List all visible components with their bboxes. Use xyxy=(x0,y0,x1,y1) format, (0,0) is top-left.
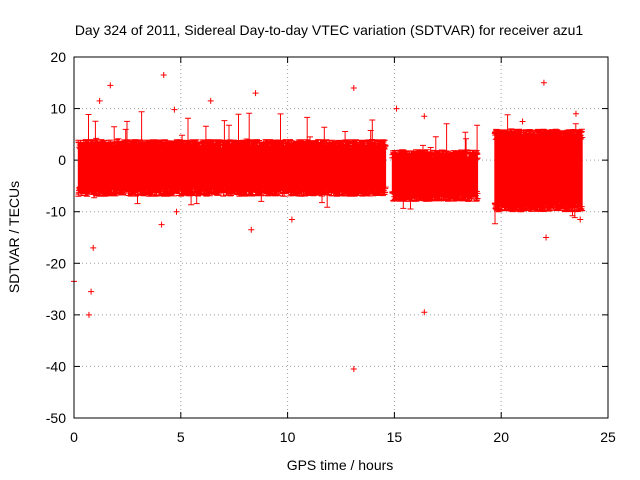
y-tick-label: -30 xyxy=(46,307,66,323)
y-tick-label: -10 xyxy=(46,204,66,220)
data-point-outlier xyxy=(350,84,357,91)
data-segment xyxy=(491,114,586,225)
data-point-outlier xyxy=(158,221,165,228)
data-point-outlier xyxy=(88,288,95,295)
x-tick-label: 15 xyxy=(387,429,403,445)
plot-frame xyxy=(73,56,609,419)
x-tick-label: 20 xyxy=(493,429,509,445)
x-tick-label: 10 xyxy=(280,429,296,445)
data-band-path xyxy=(389,123,481,210)
tick-layer: 0 5 10 15 20 25 -50 -40 -30 -20 -10 0 10 20 xyxy=(46,49,616,445)
data-point-outlier xyxy=(248,226,255,233)
data-point-outlier xyxy=(107,82,114,89)
x-tick-label: 25 xyxy=(600,429,616,445)
data-band-path xyxy=(491,114,586,225)
data-point-outlier xyxy=(421,309,428,316)
x-axis-label: GPS time / hours xyxy=(287,457,394,473)
x-tick-label: 5 xyxy=(177,429,185,445)
data-point-outlier xyxy=(393,105,400,112)
chart-title: Day 324 of 2011, Sidereal Day-to-day VTE… xyxy=(75,22,584,38)
data-point-outlier xyxy=(85,311,92,318)
data-point-outlier xyxy=(96,97,103,104)
y-tick-label: 0 xyxy=(58,152,66,168)
data-point-outlier xyxy=(171,106,178,113)
data-segment xyxy=(75,111,389,208)
data-point-outlier xyxy=(160,72,167,79)
y-tick-label: 10 xyxy=(50,101,66,117)
data-point-outlier xyxy=(173,208,180,215)
y-tick-label: -20 xyxy=(46,255,66,271)
data-point-outlier xyxy=(543,234,550,241)
y-tick-label: -50 xyxy=(46,410,66,426)
y-tick-label: -40 xyxy=(46,358,66,374)
data-point-outlier xyxy=(207,97,214,104)
data-point-outlier xyxy=(288,216,295,223)
data-point-outlier xyxy=(421,113,428,120)
data-point-outlier xyxy=(572,110,579,117)
y-axis-label: SDTVAR / TECUs xyxy=(6,181,22,293)
data-segment xyxy=(389,123,481,210)
x-tick-label: 0 xyxy=(70,429,78,445)
data-point-outlier xyxy=(519,118,526,125)
y-tick-label: 20 xyxy=(50,49,66,65)
data-layer xyxy=(71,72,586,373)
data-point-outlier xyxy=(350,366,357,373)
data-point-outlier xyxy=(540,79,547,86)
data-point-outlier xyxy=(252,90,259,97)
data-band-path xyxy=(75,111,389,208)
data-point-outlier xyxy=(90,244,97,251)
data-point-outlier xyxy=(577,216,584,223)
